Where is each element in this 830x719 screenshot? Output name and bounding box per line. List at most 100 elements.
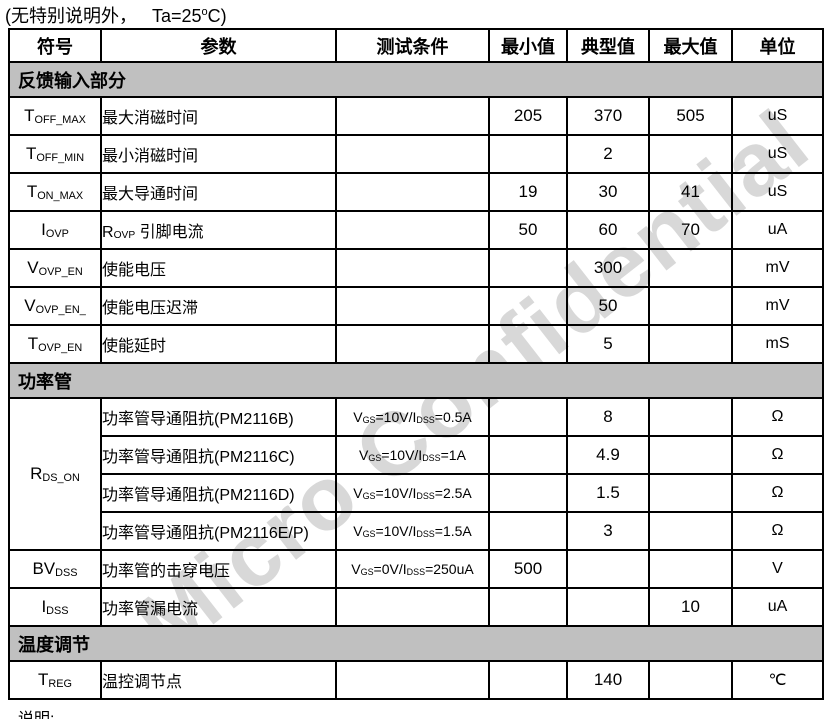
cell-parameter: 功率管导通阻抗(PM2116E/P) bbox=[100, 511, 337, 551]
cell-max bbox=[648, 134, 733, 174]
cell-unit: uA bbox=[731, 587, 824, 627]
cell-typ: 370 bbox=[566, 96, 650, 136]
col-header-0: 符号 bbox=[8, 28, 102, 63]
cell-min bbox=[488, 435, 568, 475]
cell-max bbox=[648, 511, 733, 551]
cell-typ: 1.5 bbox=[566, 473, 650, 513]
cell-min: 19 bbox=[488, 172, 568, 212]
cell-min bbox=[488, 286, 568, 326]
cell-min bbox=[488, 134, 568, 174]
cell-min bbox=[488, 248, 568, 288]
cell-unit: Ω bbox=[731, 397, 824, 437]
cell-condition bbox=[335, 96, 490, 136]
cell-condition: VGS=10V/IDSS=2.5A bbox=[335, 473, 490, 513]
cell-symbol: TOFF_MAX bbox=[8, 96, 102, 136]
cell-typ: 5 bbox=[566, 324, 650, 364]
cell-typ: 50 bbox=[566, 286, 650, 326]
cell-min bbox=[488, 660, 568, 700]
table-row: IDSS 功率管漏电流 10 uA bbox=[8, 587, 824, 627]
cell-typ: 8 bbox=[566, 397, 650, 437]
cell-max: 505 bbox=[648, 96, 733, 136]
cell-parameter: 最大消磁时间 bbox=[100, 96, 337, 136]
degree-superscript: o bbox=[201, 6, 208, 18]
cell-parameter: 功率管的击穿电压 bbox=[100, 549, 337, 589]
cell-typ: 300 bbox=[566, 248, 650, 288]
cell-symbol: TOFF_MIN bbox=[8, 134, 102, 174]
table-row: BVDSS 功率管的击穿电压 VGS=0V/IDSS=250uA 500 V bbox=[8, 549, 824, 589]
spec-table-body: 反馈输入部分 TOFF_MAX 最大消磁时间 205 370 505 uS TOFF_MIN 最… bbox=[8, 61, 824, 700]
cell-min: 500 bbox=[488, 549, 568, 589]
cell-condition bbox=[335, 286, 490, 326]
table-row: TOFF_MAX 最大消磁时间 205 370 505 uS bbox=[8, 96, 824, 136]
cell-min bbox=[488, 397, 568, 437]
cell-max bbox=[648, 286, 733, 326]
section-row-2: 温度调节 bbox=[8, 625, 824, 662]
cell-typ: 2 bbox=[566, 134, 650, 174]
cell-parameter: 功率管导通阻抗(PM2116B) bbox=[100, 397, 337, 437]
cell-condition: VGS=10V/IDSS=1.5A bbox=[335, 511, 490, 551]
section-row-0: 反馈输入部分 bbox=[8, 61, 824, 98]
cell-unit: uS bbox=[731, 96, 824, 136]
cell-typ: 4.9 bbox=[566, 435, 650, 475]
cell-unit: ℃ bbox=[731, 660, 824, 700]
col-header-3: 最小值 bbox=[488, 28, 568, 63]
cell-min bbox=[488, 587, 568, 627]
cell-typ bbox=[566, 549, 650, 589]
cell-unit: uA bbox=[731, 210, 824, 250]
cell-min: 50 bbox=[488, 210, 568, 250]
cell-condition: VGS=0V/IDSS=250uA bbox=[335, 549, 490, 589]
cell-parameter: 功率管漏电流 bbox=[100, 587, 337, 627]
table-row: 功率管导通阻抗(PM2116E/P) VGS=10V/IDSS=1.5A 3 Ω bbox=[9, 511, 824, 551]
table-row: 功率管导通阻抗(PM2116D) VGS=10V/IDSS=2.5A 1.5 Ω bbox=[9, 473, 824, 513]
cell-symbol: VOVP_EN bbox=[8, 248, 102, 288]
cell-symbol: TON_MAX bbox=[8, 172, 102, 212]
cell-max bbox=[648, 324, 733, 364]
table-row: TOFF_MIN 最小消磁时间 2 uS bbox=[8, 134, 824, 174]
cell-typ: 3 bbox=[566, 511, 650, 551]
cell-unit: Ω bbox=[731, 473, 824, 513]
cell-condition bbox=[335, 172, 490, 212]
cell-parameter: 功率管导通阻抗(PM2116C) bbox=[100, 435, 337, 475]
cell-condition bbox=[335, 660, 490, 700]
table-row: IOVP ROVP 引脚电流 50 60 70 uA bbox=[8, 210, 824, 250]
cell-max: 41 bbox=[648, 172, 733, 212]
cell-condition bbox=[335, 134, 490, 174]
cell-unit: mV bbox=[731, 286, 824, 326]
cell-parameter: 使能电压迟滞 bbox=[100, 286, 337, 326]
cell-parameter: 温控调节点 bbox=[100, 660, 337, 700]
table-row: TOVP_EN 使能延时 5 mS bbox=[8, 324, 824, 364]
cell-unit: mV bbox=[731, 248, 824, 288]
section-title: 温度调节 bbox=[8, 625, 824, 662]
cell-unit: uS bbox=[731, 172, 824, 212]
cell-symbol: IOVP bbox=[8, 210, 102, 250]
cell-max bbox=[648, 248, 733, 288]
col-header-4: 典型值 bbox=[566, 28, 650, 63]
cell-max: 10 bbox=[648, 587, 733, 627]
cell-condition: VGS=10V/IDSS=0.5A bbox=[335, 397, 490, 437]
table-row: TON_MAX 最大导通时间 19 30 41 uS bbox=[8, 172, 824, 212]
cell-max: 70 bbox=[648, 210, 733, 250]
cell-max bbox=[648, 660, 733, 700]
cell-parameter: 最小消磁时间 bbox=[100, 134, 337, 174]
cell-unit: Ω bbox=[731, 435, 824, 475]
cell-unit: V bbox=[731, 549, 824, 589]
cell-max bbox=[648, 549, 733, 589]
section-title: 功率管 bbox=[8, 362, 824, 399]
header-row: 符号 参数 测试条件 最小值 典型值 最大值 单位 bbox=[8, 28, 824, 63]
col-header-1: 参数 bbox=[100, 28, 337, 63]
cell-min: 205 bbox=[488, 96, 568, 136]
cell-typ: 140 bbox=[566, 660, 650, 700]
table-row: 功率管导通阻抗(PM2116C) VGS=10V/IDSS=1A 4.9 Ω bbox=[9, 435, 824, 475]
cell-symbol: IDSS bbox=[8, 587, 102, 627]
footnote-label: 说明: bbox=[18, 705, 54, 719]
cell-parameter: ROVP 引脚电流 bbox=[100, 210, 337, 250]
cell-symbol: VOVP_EN_ bbox=[8, 286, 102, 326]
cell-typ: 30 bbox=[566, 172, 650, 212]
section-row-1: 功率管 bbox=[8, 362, 824, 399]
cell-parameter: 最大导通时间 bbox=[100, 172, 337, 212]
cell-unit: uS bbox=[731, 134, 824, 174]
cell-min bbox=[488, 473, 568, 513]
cell-condition: VGS=10V/IDSS=1A bbox=[335, 435, 490, 475]
cell-unit: Ω bbox=[731, 511, 824, 551]
